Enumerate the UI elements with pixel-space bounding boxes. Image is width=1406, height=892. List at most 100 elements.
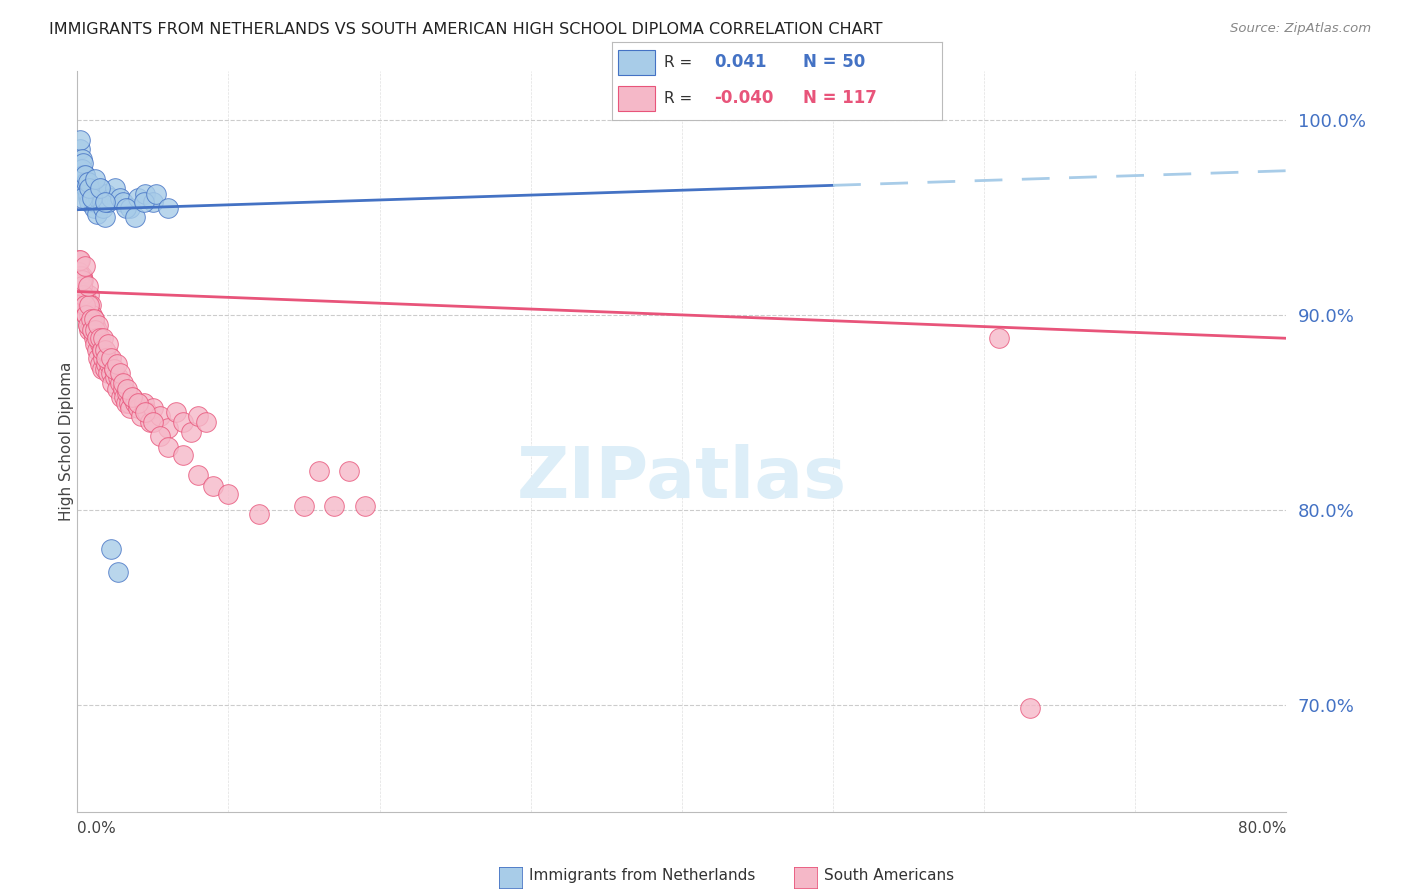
Point [353, 499, 375, 513]
Point [70, 268, 93, 283]
Point [127, 401, 149, 416]
Point [104, 181, 127, 195]
Point [93, 194, 115, 209]
Point [84, 194, 107, 209]
Point [90, 343, 112, 357]
Point [142, 401, 165, 416]
Point [79, 298, 101, 312]
Point [82, 308, 104, 322]
Point [84, 318, 107, 332]
Point [157, 421, 180, 435]
Point [90, 362, 112, 376]
Point [103, 362, 125, 376]
Point [124, 211, 146, 225]
Point [79, 288, 101, 302]
Point [93, 343, 115, 357]
Point [75, 176, 97, 190]
Point [218, 487, 240, 501]
Point [75, 293, 97, 307]
Point [101, 376, 124, 390]
Point [292, 499, 315, 513]
Point [86, 331, 108, 345]
Point [111, 382, 134, 396]
Y-axis label: High School Diploma: High School Diploma [59, 362, 73, 521]
Point [89, 331, 111, 345]
Point [96, 347, 118, 361]
Point [132, 194, 155, 209]
Point [72, 293, 94, 307]
Point [149, 409, 172, 424]
Point [73, 298, 96, 312]
Point [75, 308, 97, 322]
Point [83, 331, 105, 345]
Point [172, 448, 194, 462]
Point [172, 415, 194, 429]
Point [73, 168, 96, 182]
Point [93, 362, 115, 376]
Point [115, 385, 138, 400]
Text: 0.041: 0.041 [714, 54, 766, 71]
Point [83, 311, 105, 326]
Point [111, 376, 134, 390]
Point [72, 168, 94, 182]
Point [180, 425, 202, 439]
Point [72, 171, 94, 186]
Point [103, 362, 125, 376]
Point [77, 318, 100, 332]
Point [77, 176, 100, 190]
Point [105, 357, 128, 371]
Point [145, 187, 167, 202]
Point [142, 415, 165, 429]
Point [104, 370, 127, 384]
Point [112, 390, 135, 404]
Point [69, 132, 91, 146]
Point [127, 395, 149, 409]
Point [77, 187, 100, 202]
Point [149, 428, 172, 442]
Point [86, 343, 108, 357]
Text: South Americans: South Americans [824, 869, 955, 883]
Point [70, 278, 93, 293]
Point [120, 201, 142, 215]
Point [93, 211, 115, 225]
Point [89, 181, 111, 195]
Point [115, 382, 138, 396]
Point [82, 324, 104, 338]
Point [100, 367, 122, 381]
Point [83, 201, 105, 215]
Point [79, 181, 101, 195]
Point [129, 409, 152, 424]
Text: R =: R = [665, 54, 693, 70]
Point [202, 479, 225, 493]
Text: Source: ZipAtlas.com: Source: ZipAtlas.com [1230, 22, 1371, 36]
Bar [619, 50, 655, 75]
Point [70, 273, 93, 287]
Point [90, 194, 112, 209]
Point [134, 405, 156, 419]
Point [94, 357, 117, 371]
Point [118, 395, 141, 409]
Point [110, 390, 132, 404]
Point [69, 142, 91, 156]
Point [67, 265, 90, 279]
Text: -0.040: -0.040 [714, 89, 773, 107]
Text: 80.0%: 80.0% [1239, 822, 1286, 837]
Point [94, 187, 117, 202]
Point [70, 191, 93, 205]
Point [108, 376, 131, 390]
Point [91, 351, 114, 365]
Point [69, 273, 91, 287]
Point [84, 337, 107, 351]
Point [67, 253, 90, 268]
Point [91, 331, 114, 345]
Point [132, 395, 155, 409]
Point [87, 331, 110, 345]
Point [165, 405, 187, 419]
Point [121, 390, 143, 404]
Point [93, 343, 115, 357]
Text: R =: R = [665, 91, 693, 106]
Point [72, 288, 94, 302]
Point [98, 357, 121, 371]
Point [75, 181, 97, 195]
Point [988, 331, 1011, 345]
